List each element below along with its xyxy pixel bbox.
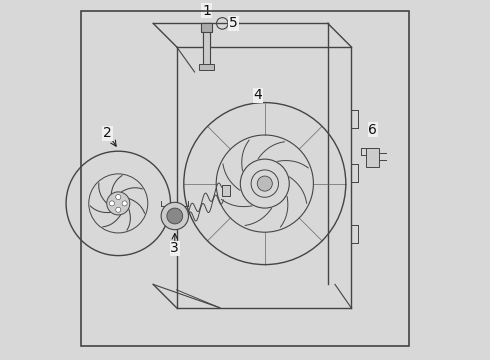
Circle shape	[161, 202, 189, 230]
Circle shape	[167, 208, 183, 224]
Text: 4: 4	[253, 89, 262, 102]
Circle shape	[257, 176, 272, 191]
Circle shape	[109, 201, 115, 206]
Circle shape	[122, 201, 127, 206]
Text: 1: 1	[202, 4, 211, 18]
Bar	[367, 148, 379, 167]
Bar	[201, 23, 212, 32]
Circle shape	[233, 21, 239, 26]
Bar	[199, 64, 214, 70]
Circle shape	[107, 192, 130, 215]
Text: 5: 5	[229, 17, 238, 30]
Circle shape	[116, 194, 121, 199]
Text: 2: 2	[103, 126, 112, 140]
Text: 6: 6	[368, 123, 377, 136]
Bar	[202, 23, 210, 65]
Circle shape	[116, 207, 121, 212]
Bar	[221, 185, 229, 196]
Text: 3: 3	[171, 242, 179, 255]
